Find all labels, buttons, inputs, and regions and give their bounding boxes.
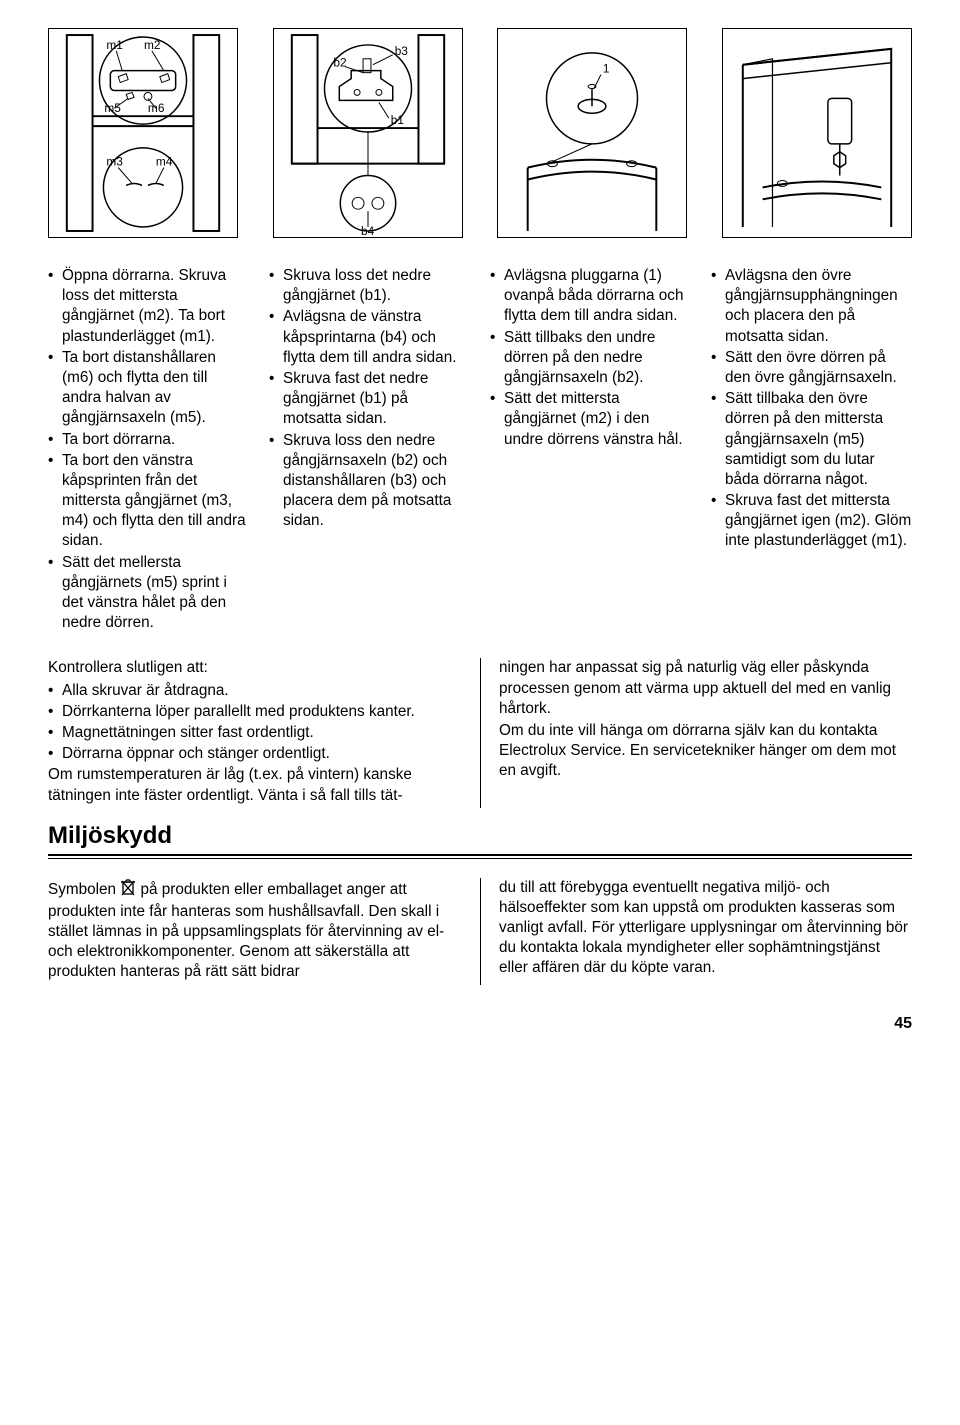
- diagram-1: m1 m2 m5 m6 m3 m4: [48, 28, 238, 238]
- label-m4: m4: [156, 155, 173, 169]
- list-item: Skruva loss den nedre gångjärnsaxeln (b2…: [269, 431, 470, 532]
- diagram-3: 1: [497, 28, 687, 238]
- environment-section: Symbolen på produkten eller emballaget a…: [48, 878, 912, 985]
- label-m6: m6: [148, 101, 165, 115]
- column-1: Öppna dörrarna. Skruva loss det mitterst…: [48, 266, 249, 634]
- label-b4: b4: [361, 224, 375, 237]
- col1-list: Öppna dörrarna. Skruva loss det mitterst…: [48, 266, 249, 633]
- label-m2: m2: [144, 38, 160, 52]
- label-m5: m5: [104, 101, 121, 115]
- column-4: Avlägsna den övre gångjärnsupphängningen…: [711, 266, 912, 634]
- check-intro: Kontrollera slutligen att:: [48, 658, 462, 678]
- check-right: ningen har anpassat sig på naturlig väg …: [480, 658, 912, 807]
- check-left-para: Om rumstemperaturen är låg (t.ex. på vin…: [48, 765, 462, 805]
- check-section: Kontrollera slutligen att: Alla skruvar …: [48, 658, 912, 807]
- column-2: Skruva loss det nedre gångjärnet (b1). A…: [269, 266, 470, 634]
- env-left-para: Symbolen på produkten eller emballaget a…: [48, 878, 462, 983]
- list-item: Sätt det mittersta gångjärnet (m2) i den…: [490, 389, 691, 450]
- page-number: 45: [48, 1015, 912, 1033]
- label-m3: m3: [106, 155, 123, 169]
- check-right-para-1: ningen har anpassat sig på naturlig väg …: [499, 658, 912, 719]
- list-item: Avlägsna de vänstra kåpsprintarna (b4) o…: [269, 307, 470, 368]
- check-right-para-2: Om du inte vill hänga om dörrarna själv …: [499, 721, 912, 782]
- list-item: Dörrarna öppnar och stänger ordentligt.: [48, 744, 462, 764]
- section-rule: [48, 854, 912, 858]
- label-b3: b3: [394, 44, 408, 58]
- label-m1: m1: [106, 38, 123, 52]
- label-b1: b1: [390, 113, 404, 127]
- check-list: Alla skruvar är åtdragna. Dörrkanterna l…: [48, 681, 462, 765]
- list-item: Ta bort dörrarna.: [48, 430, 249, 450]
- env-left-pre: Symbolen: [48, 881, 120, 898]
- four-column-instructions: Öppna dörrarna. Skruva loss det mitterst…: [48, 266, 912, 634]
- env-left: Symbolen på produkten eller emballaget a…: [48, 878, 480, 985]
- label-1: 1: [603, 62, 610, 76]
- list-item: Sätt den övre dörren på den övre gångjär…: [711, 348, 912, 388]
- column-3: Avlägsna pluggarna (1) ovanpå båda dörra…: [490, 266, 691, 634]
- list-item: Avlägsna den övre gångjärnsupphängningen…: [711, 266, 912, 347]
- env-right: du till att förebygga eventuellt negativ…: [480, 878, 912, 985]
- list-item: Skruva fast det nedre gångjärnet (b1) på…: [269, 369, 470, 430]
- list-item: Ta bort den vänstra kåpsprinten från det…: [48, 451, 249, 552]
- list-item: Sätt tillbaka den övre dörren på den mit…: [711, 389, 912, 490]
- diagram-row: m1 m2 m5 m6 m3 m4: [48, 28, 912, 238]
- list-item: Sätt det mellersta gångjärnets (m5) spri…: [48, 553, 249, 634]
- list-item: Dörrkanterna löper parallellt med produk…: [48, 702, 462, 722]
- list-item: Skruva loss det nedre gångjärnet (b1).: [269, 266, 470, 306]
- env-right-para: du till att förebygga eventuellt negativ…: [499, 878, 912, 979]
- section-title: Miljöskydd: [48, 822, 912, 850]
- recycle-bin-icon: [120, 878, 136, 902]
- list-item: Ta bort distanshållaren (m6) och flytta …: [48, 348, 249, 429]
- list-item: Alla skruvar är åtdragna.: [48, 681, 462, 701]
- diagram-2: b3 b2 b1 b4: [273, 28, 463, 238]
- col3-list: Avlägsna pluggarna (1) ovanpå båda dörra…: [490, 266, 691, 450]
- label-b2: b2: [333, 56, 346, 70]
- diagram-4: [722, 28, 912, 238]
- col4-list: Avlägsna den övre gångjärnsupphängningen…: [711, 266, 912, 552]
- list-item: Sätt tillbaks den undre dörren på den ne…: [490, 328, 691, 389]
- list-item: Avlägsna pluggarna (1) ovanpå båda dörra…: [490, 266, 691, 327]
- list-item: Öppna dörrarna. Skruva loss det mitterst…: [48, 266, 249, 347]
- list-item: Skruva fast det mittersta gångjärnet ige…: [711, 491, 912, 552]
- list-item: Magnettätningen sitter fast ordentligt.: [48, 723, 462, 743]
- col2-list: Skruva loss det nedre gångjärnet (b1). A…: [269, 266, 470, 531]
- check-left: Kontrollera slutligen att: Alla skruvar …: [48, 658, 480, 807]
